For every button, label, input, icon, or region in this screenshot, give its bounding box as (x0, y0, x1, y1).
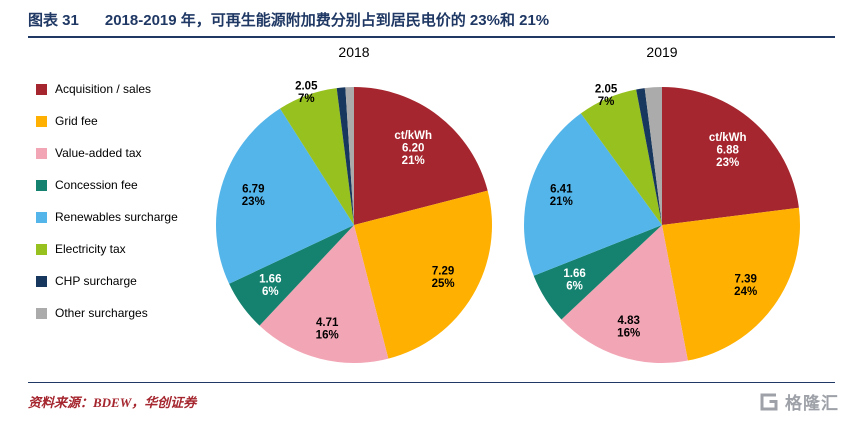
slice-label: 4.71 (316, 317, 339, 329)
pie-slice-chp-surcharge (336, 87, 354, 225)
legend-label: Value-added tax (55, 146, 142, 160)
pie-slice-acquisition-sales (662, 87, 799, 225)
slice-label: 23% (242, 196, 265, 208)
pie-slice-grid-fee (354, 190, 492, 359)
gelonghui-g-icon (760, 393, 778, 410)
pie-title: 2019 (646, 44, 678, 60)
pie-slice-electricity-tax (280, 88, 354, 225)
legend-label: Electricity tax (55, 242, 126, 256)
slice-label: 21% (402, 155, 425, 167)
pie-slice-acquisition-sales (354, 87, 488, 225)
slice-label: 6% (566, 281, 583, 293)
pie-slice-value-added-tax (561, 225, 688, 364)
pie-block-2019: 2019 ct/kWh 6.88 23% 7.39 24% 4.83 16% 1.66 6% 6.… (512, 42, 812, 377)
slice-label: 1.66 (259, 274, 281, 286)
legend-swatch (36, 116, 47, 127)
legend-item-acquisition-sales: Acquisition / sales (36, 82, 204, 97)
legend-item-renewables-surcharge: Renewables surcharge (36, 210, 204, 225)
gelonghui-logo: 格隆汇 (758, 389, 839, 414)
legend-label: Grid fee (55, 114, 98, 128)
slice-label: 4.83 (618, 315, 640, 327)
chart-legend: Acquisition / sales Grid fee Value-added t… (36, 82, 204, 338)
pie-slice-other-surcharges (644, 87, 662, 225)
legend-label: Other surcharges (55, 306, 148, 320)
legend-swatch (36, 148, 47, 159)
slice-label: ct/kWh (709, 132, 747, 144)
legend-item-value-added-tax: Value-added tax (36, 146, 204, 161)
slice-label: 7.29 (432, 265, 454, 277)
header-divider (28, 36, 835, 38)
legend-item-electricity-tax: Electricity tax (36, 242, 204, 257)
footer-divider (28, 382, 835, 383)
slice-label: 6.20 (402, 143, 424, 155)
slice-label: 7.39 (735, 274, 757, 286)
legend-item-concession-fee: Concession fee (36, 178, 204, 193)
slice-label: 25% (432, 278, 455, 290)
legend-item-grid-fee: Grid fee (36, 114, 204, 129)
legend-swatch (36, 308, 47, 319)
pie-title: 2018 (338, 44, 370, 60)
pie-slice-concession-fee (229, 225, 354, 326)
slice-label: 16% (316, 330, 339, 342)
charts-area: Acquisition / sales Grid fee Value-added t… (0, 38, 863, 382)
slice-label: 1.66 (563, 268, 585, 280)
legend-label: Acquisition / sales (55, 82, 152, 96)
slice-label: 2.05 (295, 80, 318, 92)
legend-swatch (36, 276, 47, 287)
legend-swatch (36, 180, 47, 191)
slice-label: 23% (716, 157, 739, 169)
slice-label: 2.05 (595, 84, 618, 96)
slice-label: 16% (617, 328, 640, 340)
legend-swatch (36, 84, 47, 95)
slice-label: ct/kWh (394, 130, 432, 142)
legend-item-other-surcharges: Other surcharges (36, 306, 204, 321)
figure-footer: 资料来源：BDEW，华创证券 格隆汇 (0, 383, 863, 422)
slice-label: 6.41 (550, 184, 573, 196)
pie-slice-concession-fee (533, 225, 662, 320)
legend-swatch (36, 244, 47, 255)
legend-label: Renewables surcharge (55, 210, 178, 224)
pie-block-2018: 2018 ct/kWh 6.20 21% 7.29 25% 4.71 16% 1.66 6% 6.… (204, 42, 504, 377)
figure-label: 图表 31 (28, 12, 79, 29)
figure-header: 图表 31 2018-2019 年，可再生能源附加费分别占到居民电价的 23%和 … (0, 0, 863, 36)
slice-label: 7% (298, 93, 315, 105)
slice-label: 6.88 (717, 145, 740, 157)
legend-swatch (36, 212, 47, 223)
legend-label: Concession fee (55, 178, 138, 192)
slice-label: 6.79 (242, 184, 264, 196)
slice-label: 24% (734, 286, 757, 298)
pie-slice-renewables-surcharge (524, 113, 662, 276)
pie-slice-electricity-tax (580, 89, 662, 225)
pie-slice-grid-fee (662, 207, 800, 361)
legend-item-chp-surcharge: CHP surcharge (36, 274, 204, 289)
slice-label: 7% (598, 96, 615, 108)
pie-slice-value-added-tax (259, 225, 389, 363)
source-note: 资料来源：BDEW，华创证券 (28, 395, 197, 410)
logo-text: 格隆汇 (785, 394, 839, 413)
slice-label: 6% (262, 286, 279, 298)
pie-slice-chp-surcharge (636, 88, 662, 225)
slice-label: 21% (550, 196, 573, 208)
figure-title: 2018-2019 年，可再生能源附加费分别占到居民电价的 23%和 21% (104, 12, 550, 29)
pie-slice-other-surcharges (345, 86, 354, 225)
pie-slice-renewables-surcharge (215, 108, 354, 284)
legend-label: CHP surcharge (55, 274, 137, 288)
